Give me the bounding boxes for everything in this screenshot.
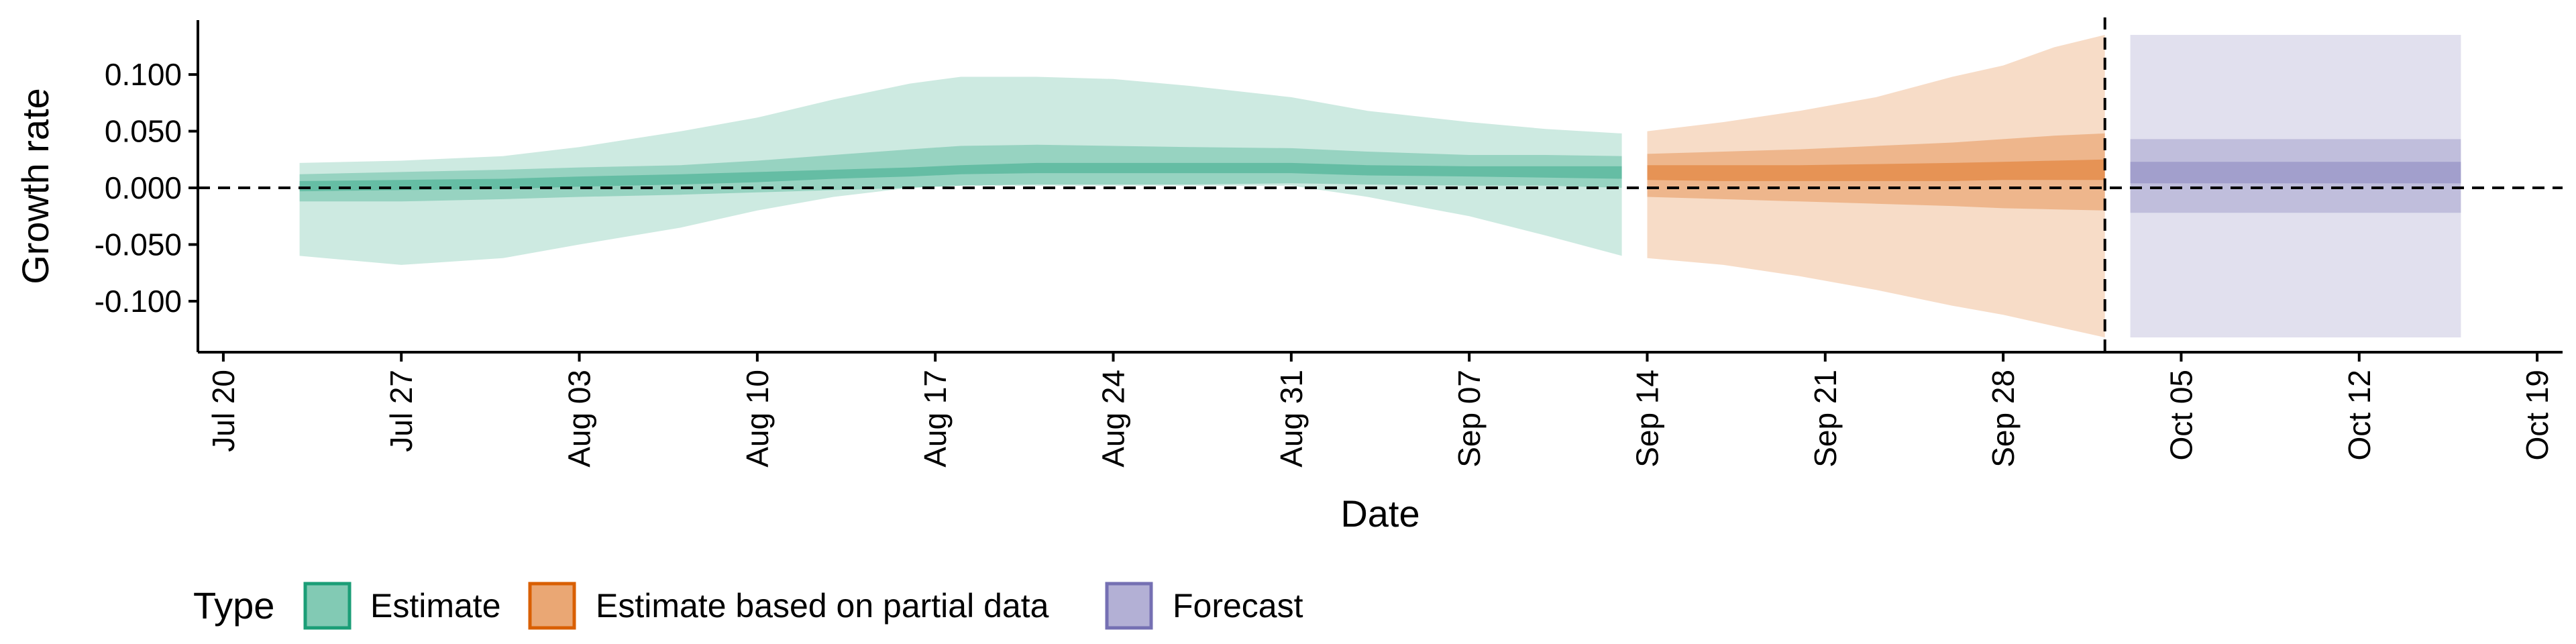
x-tick-label: Sep 21 bbox=[1808, 370, 1843, 468]
legend-key bbox=[1105, 582, 1153, 630]
reference-lines bbox=[198, 17, 2563, 352]
x-tick-label: Sep 14 bbox=[1630, 370, 1665, 468]
x-tick-label: Oct 19 bbox=[2520, 370, 2555, 461]
y-tick-label: 0.000 bbox=[105, 170, 182, 205]
y-tick-label: 0.050 bbox=[105, 114, 182, 149]
ribbon-50-interval bbox=[2130, 139, 2461, 213]
legend-label: Estimate based on partial data bbox=[596, 587, 1049, 625]
legend-key bbox=[303, 582, 352, 630]
ribbon-50-interval bbox=[1647, 133, 2105, 211]
x-axis-title: Date bbox=[1340, 492, 1419, 535]
legend-label: Estimate bbox=[370, 587, 501, 625]
x-tick-label: Sep 07 bbox=[1452, 370, 1487, 468]
legend-key bbox=[528, 582, 576, 630]
x-tick-label: Aug 24 bbox=[1096, 370, 1131, 468]
ribbon-90-interval bbox=[1647, 35, 2105, 337]
x-tick-label: Aug 17 bbox=[918, 370, 953, 468]
series-forecast bbox=[2130, 35, 2461, 337]
legend-title: Type bbox=[193, 584, 274, 627]
x-tick-label: Jul 27 bbox=[384, 370, 419, 452]
x-tick-label: Aug 10 bbox=[740, 370, 775, 468]
ribbon-20-interval bbox=[1647, 159, 2105, 181]
y-axis-title: Growth rate bbox=[14, 88, 56, 284]
y-tick-label: -0.050 bbox=[95, 227, 182, 262]
axes: -0.100 -0.050 0.000 0.050 0.100 Jul 20 Jul 27 A… bbox=[14, 20, 2563, 535]
ribbon-90-interval bbox=[299, 76, 1622, 265]
legend-label: Forecast bbox=[1173, 587, 1303, 625]
ribbon-layer bbox=[299, 35, 2461, 337]
y-tick-label: -0.100 bbox=[95, 284, 182, 319]
legend: Type Estimate Estimate based on partial da… bbox=[193, 582, 1303, 630]
series-estimate-based-on-partial-data bbox=[1647, 35, 2105, 337]
x-tick-label: Oct 12 bbox=[2342, 370, 2377, 461]
x-tick-label: Jul 20 bbox=[206, 370, 241, 452]
x-tick-label: Aug 31 bbox=[1274, 370, 1309, 468]
series-estimate bbox=[299, 76, 1622, 265]
x-tick-label: Sep 28 bbox=[1986, 370, 2021, 468]
y-tick-label: 0.100 bbox=[105, 57, 182, 92]
ribbon-20-interval bbox=[299, 162, 1622, 192]
ribbon-90-interval bbox=[2130, 35, 2461, 337]
x-tick-label: Aug 03 bbox=[562, 370, 597, 468]
ribbon-20-interval bbox=[2130, 162, 2461, 184]
x-tick-label: Oct 05 bbox=[2164, 370, 2199, 461]
